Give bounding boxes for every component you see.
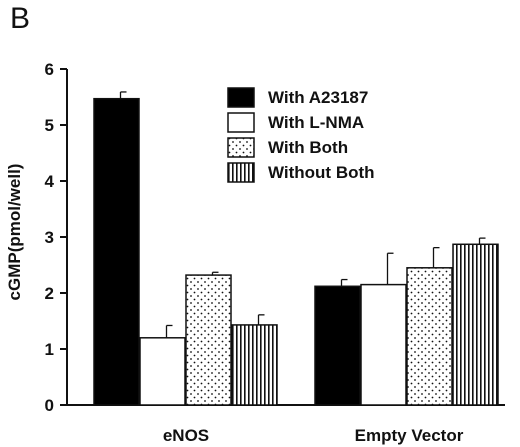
legend-label: Without Both: [268, 163, 375, 182]
bar: [360, 283, 407, 406]
x-category-label: Empty Vector: [355, 426, 464, 445]
y-tick-label: 1: [45, 340, 54, 359]
x-category-label: eNOS: [163, 426, 209, 445]
legend-swatch: [227, 162, 255, 183]
bar: [314, 285, 361, 406]
bar: [139, 337, 186, 406]
legend-label: With Both: [268, 138, 348, 157]
y-tick-label: 6: [45, 60, 54, 79]
legend-swatch: [227, 137, 255, 158]
y-tick-label: 3: [45, 228, 54, 247]
legend-swatch: [227, 87, 255, 108]
bar: [406, 267, 453, 406]
y-tick-label: 4: [45, 172, 55, 191]
y-tick-label: 0: [45, 396, 54, 415]
legend: With A23187 With L-NMA With Both Without Bo…: [227, 87, 375, 183]
bar: [231, 324, 278, 406]
bar: [185, 274, 232, 406]
bar: [93, 97, 140, 406]
legend-swatch: [227, 112, 255, 133]
y-tick-label: 5: [45, 116, 54, 135]
legend-label: With L-NMA: [268, 113, 364, 132]
bars: eNOS Empty Vector: [93, 91, 499, 445]
y-axis-label: cGMP(pmol/well): [5, 164, 24, 301]
legend-label: With A23187: [268, 88, 368, 107]
bar: [452, 243, 499, 406]
axes: 0 1 2 3 4 5 6 cGMP(pmol/well): [5, 60, 505, 415]
y-tick-label: 2: [45, 284, 54, 303]
panel-label: B: [10, 2, 31, 35]
